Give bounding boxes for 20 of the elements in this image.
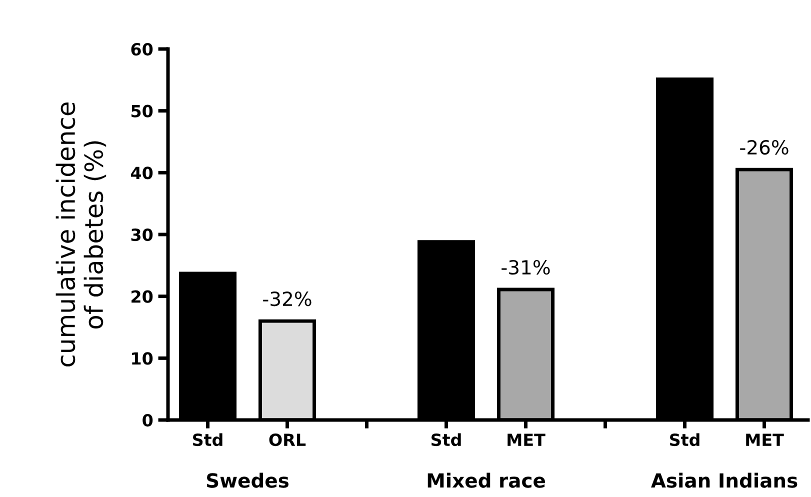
y-tick-label: 50 <box>132 104 153 118</box>
text: Asian Indians <box>651 472 798 488</box>
annotation: -26% <box>740 140 788 155</box>
annotation: -31% <box>502 260 550 275</box>
x-tick-label: MET <box>746 434 784 446</box>
y-tick-label: 30 <box>131 228 153 242</box>
y-tick-label: 10 <box>132 352 153 365</box>
y-tick-label: 60 <box>131 42 153 56</box>
x-tick-label: Std <box>193 433 222 446</box>
x-tick-label: Std <box>670 433 700 446</box>
x-tick-label: MET <box>508 434 546 446</box>
annotation: -32% <box>263 291 312 306</box>
y-tick-label: 0 <box>142 414 153 427</box>
y-axis-title: cumulative incidence of diabetes (%) <box>56 102 106 366</box>
y-tick-label: 40 <box>130 166 153 180</box>
text: Mixed race <box>428 472 545 488</box>
y-tick-label: 20 <box>132 290 153 303</box>
x-tick-label: Std <box>432 433 461 446</box>
text: Swedes <box>206 472 288 488</box>
x-tick-label: ORL <box>269 433 306 446</box>
